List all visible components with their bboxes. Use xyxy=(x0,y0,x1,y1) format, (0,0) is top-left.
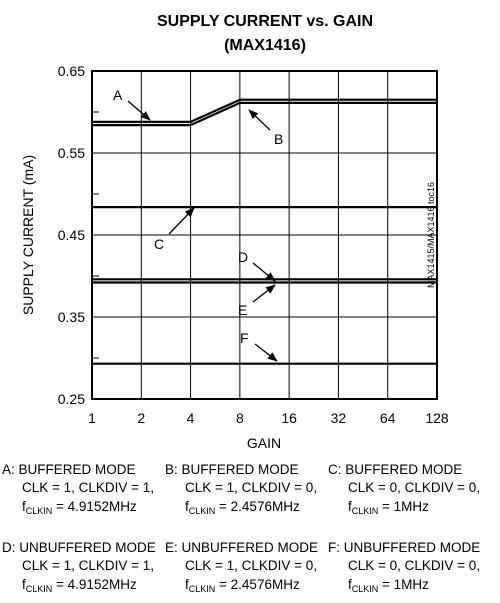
x-tick-label: 16 xyxy=(281,410,297,426)
legend-fclkin: fCLKIN = 2.4576MHz xyxy=(185,577,300,594)
legend-mode: A: BUFFERED MODE xyxy=(2,462,136,477)
annotation-arrow xyxy=(254,343,278,362)
annotation-label: A xyxy=(113,87,123,103)
annotation-label: F xyxy=(240,330,249,346)
x-tick-label: 4 xyxy=(187,410,195,426)
annotation-arrow xyxy=(248,109,271,131)
legend-entry-f: F: UNBUFFERED MODE CLK = 0, CLKDIV = 0, fC… xyxy=(328,540,480,594)
series-line-b xyxy=(92,101,437,127)
legend-fclkin: fCLKIN = 4.9152MHz xyxy=(22,499,137,516)
legend-fclkin: fCLKIN = 1MHz xyxy=(348,577,429,594)
x-tick-labels: 1 2 4 8 16 32 64 128 xyxy=(88,410,449,426)
annotation-arrow xyxy=(127,100,151,121)
y-tick-label: 0.25 xyxy=(58,391,85,407)
legend-entry-b: B: BUFFERED MODE CLK = 1, CLKDIV = 0, fCLK… xyxy=(165,462,317,516)
legend-notes: A: BUFFERED MODE CLK = 1, CLKDIV = 1, fCLK… xyxy=(2,462,480,594)
x-tick-label: 8 xyxy=(236,410,244,426)
y-axis-label: SUPPLY CURRENT (mA) xyxy=(20,155,36,315)
legend-entry-c: C: BUFFERED MODE CLK = 0, CLKDIV = 0, fCLK… xyxy=(328,462,480,516)
y-tick-label: 0.65 xyxy=(58,63,85,79)
legend-entry-a: A: BUFFERED MODE CLK = 1, CLKDIV = 1, fCLK… xyxy=(2,462,154,516)
annotation-label: D xyxy=(238,249,248,265)
grid xyxy=(92,71,437,399)
y-tick-label: 0.35 xyxy=(58,309,85,325)
annotation-arrow xyxy=(168,207,195,235)
annotation-label: C xyxy=(154,236,164,252)
legend-fclkin: fCLKIN = 2.4576MHz xyxy=(185,499,300,516)
x-axis-label: GAIN xyxy=(247,435,281,451)
y-tick-labels: 0.65 0.55 0.45 0.35 0.25 xyxy=(58,63,85,407)
legend-fclkin: fCLKIN = 1MHz xyxy=(348,499,429,516)
legend-fclkin: fCLKIN = 4.9152MHz xyxy=(22,577,137,594)
x-tick-label: 64 xyxy=(380,410,396,426)
legend-clk: CLK = 0, CLKDIV = 0, xyxy=(348,480,480,495)
legend-entry-e: E: UNBUFFERED MODE CLK = 1, CLKDIV = 0, fC… xyxy=(165,540,318,594)
legend-clk: CLK = 1, CLKDIV = 0, xyxy=(185,558,317,573)
annotation-label: B xyxy=(274,131,283,147)
legend-clk: CLK = 0, CLKDIV = 0, xyxy=(348,558,480,573)
legend-clk: CLK = 1, CLKDIV = 0, xyxy=(185,480,317,495)
chart-title-line2: (MAX1416) xyxy=(224,37,306,54)
curve-annotations: A B C D EF xyxy=(113,87,283,362)
x-tick-label: 128 xyxy=(425,410,449,426)
toc-side-label: MAX1415/MAX1416 toc16 xyxy=(426,182,436,288)
legend-clk: CLK = 1, CLKDIV = 1, xyxy=(22,480,154,495)
annotation-label: E xyxy=(238,302,247,318)
legend-mode: D: UNBUFFERED MODE xyxy=(2,540,156,555)
chart-title-line1: SUPPLY CURRENT vs. GAIN xyxy=(157,13,373,30)
legend-mode: F: UNBUFFERED MODE xyxy=(328,540,480,555)
series-lines xyxy=(92,98,437,365)
legend-mode: B: BUFFERED MODE xyxy=(165,462,299,477)
x-tick-label: 1 xyxy=(88,410,96,426)
legend-clk: CLK = 1, CLKDIV = 1, xyxy=(22,558,154,573)
y-tick-label: 0.55 xyxy=(58,145,85,161)
y-tick-label: 0.45 xyxy=(58,227,85,243)
plot-frame xyxy=(91,70,438,400)
series-line-a xyxy=(92,98,437,124)
annotation-arrow xyxy=(252,262,276,282)
annotation-arrow xyxy=(252,284,276,303)
legend-entry-d: D: UNBUFFERED MODE CLK = 1, CLKDIV = 1, fC… xyxy=(2,540,156,594)
x-tick-label: 32 xyxy=(331,410,347,426)
legend-mode: E: UNBUFFERED MODE xyxy=(165,540,318,555)
legend-mode: C: BUFFERED MODE xyxy=(328,462,462,477)
x-tick-label: 2 xyxy=(137,410,145,426)
